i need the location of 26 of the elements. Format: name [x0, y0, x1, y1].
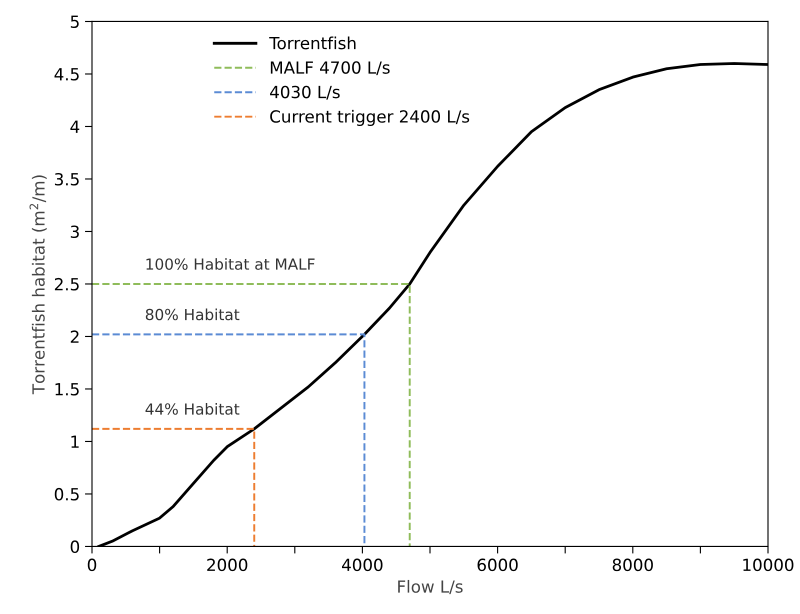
annotation: 44% Habitat [146, 402, 240, 415]
y-tick-label: 4 [70, 120, 80, 133]
y-tick-label: 5 [70, 16, 79, 28]
annotation: 80% Habitat [146, 308, 240, 320]
x-tick-label: 8000 [612, 558, 653, 572]
x-tick-label: 6000 [478, 558, 518, 572]
y-tick-label: 2 [70, 330, 79, 343]
x-tick-label: 4000 [342, 558, 382, 572]
legend-label: Current trigger 2400 L/s [270, 110, 470, 126]
x-tick-label: 2000 [207, 558, 248, 572]
y-tick-label: 1 [71, 436, 79, 448]
x-tick-label: 0 [88, 558, 96, 572]
y-tick-label: 3 [70, 225, 79, 238]
y-tick-label: 4.5 [54, 68, 79, 81]
y-tick-label: 0 [70, 540, 80, 554]
y-tick-label: 2.5 [54, 278, 79, 291]
y-tick-label: 3.5 [54, 172, 79, 186]
y-tick-label: 0.5 [54, 488, 79, 501]
legend-label: 4030 L/s [270, 86, 340, 100]
legend-label: Torrentfish [269, 36, 356, 50]
annotation: 100% Habitat at MALF [146, 258, 315, 270]
x-tick-label: 10000 [743, 558, 794, 572]
x-axis-title: Flow L/s [398, 580, 463, 594]
legend-label: MALF 4700 L/s [270, 61, 390, 76]
y-axis-title: Torrentfish habitat (m$^{2}$/m) [30, 175, 47, 394]
y-tick-label: 1.5 [56, 383, 79, 396]
